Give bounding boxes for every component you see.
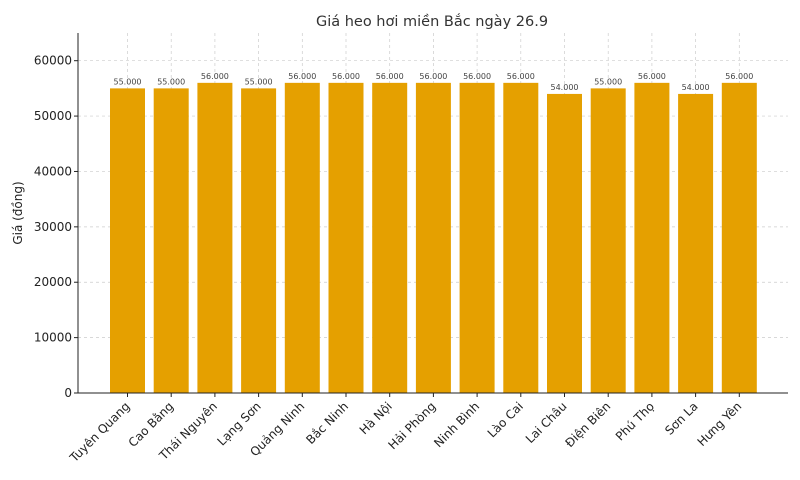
bars [110,82,757,393]
x-tick-label: Lào Cai [485,399,526,440]
data-label: 56.000 [376,72,404,81]
data-label: 55.000 [594,77,622,86]
bar [459,82,495,393]
data-label: 54.000 [682,83,710,92]
x-tick-label: Sơn La [662,399,700,437]
bar [153,88,189,393]
bar [241,88,277,393]
bar [721,82,757,393]
data-label: 56.000 [463,72,491,81]
data-labels: 55.000 55.000 56.000 55.000 56.000 56.000 56.0… [114,72,754,92]
data-label: 54.000 [551,83,579,92]
x-tick-label: Điện Biên [562,399,613,450]
y-tick-label: 60000 [34,54,72,68]
data-label: 56.000 [419,72,447,81]
data-label: 56.000 [288,72,316,81]
y-tick-label: 20000 [34,275,72,289]
axes [74,33,788,397]
data-label: 56.000 [638,72,666,81]
x-tick-label: Hà Nội [357,399,395,437]
y-tick-label: 0 [64,386,72,400]
y-tick-label: 10000 [34,331,72,345]
data-label: 56.000 [507,72,535,81]
bar [547,93,582,393]
chart-title: Giá heo hơi miền Bắc ngày 26.9 [316,13,548,30]
bar [110,88,145,393]
data-label: 56.000 [332,72,360,81]
x-tick-label: Bắc Ninh [303,399,351,447]
bar [590,88,626,393]
bar [634,82,670,393]
x-tick-label: Hưng Yên [695,399,745,449]
x-tick-label: Phú Thọ [613,399,657,443]
y-tick-label: 50000 [34,109,72,123]
data-label: 55.000 [245,77,273,86]
x-tick-label: Ninh Bình [431,399,482,450]
bar [197,82,233,393]
data-label: 55.000 [114,77,142,86]
y-tick-label: 30000 [34,220,72,234]
bar [372,82,408,393]
y-tick-labels: 0 10000 20000 30000 40000 50000 60000 [34,54,72,400]
bar [503,82,539,393]
y-tick-label: 40000 [34,164,72,178]
data-label: 55.000 [157,77,185,86]
bar [284,82,320,393]
y-axis-label: Giá (đồng) [11,181,25,244]
bar [328,82,364,393]
data-label: 56.000 [725,72,753,81]
bar [678,93,714,393]
x-tick-label: Hải Phòng [386,399,439,452]
data-label: 56.000 [201,72,229,81]
bar [415,82,451,393]
x-tick-label: Tuyên Quang [66,399,132,465]
